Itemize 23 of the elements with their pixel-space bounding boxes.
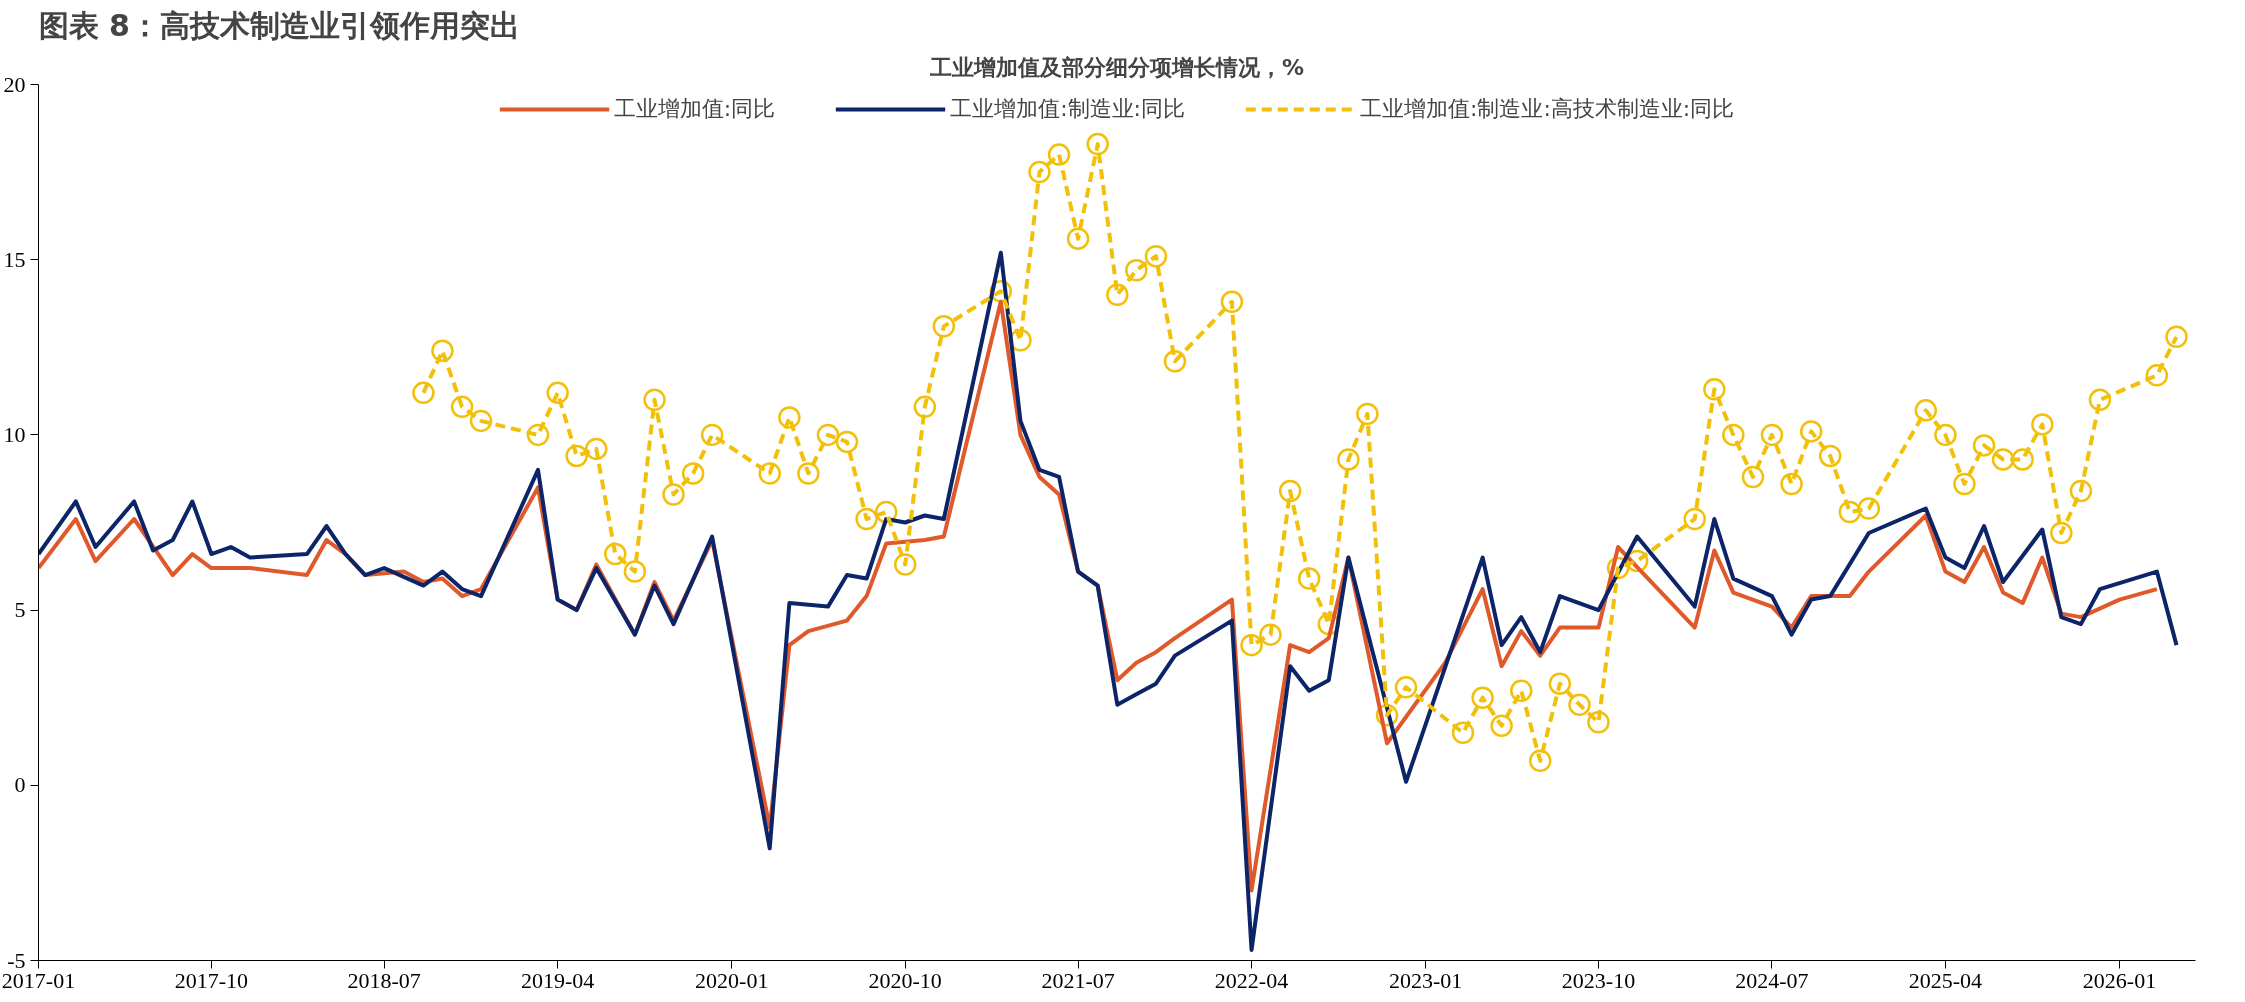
x-tick-label: 2020-10 <box>868 967 942 993</box>
x-tick-label: 2021-07 <box>1041 967 1115 993</box>
x-tick-label: 2020-01 <box>695 967 769 993</box>
x-tick-label: 2023-10 <box>1561 967 1636 993</box>
legend-label: 工业增加值:制造业:同比 <box>950 95 1185 123</box>
legend-label: 工业增加值:同比 <box>613 95 776 123</box>
x-tick-label: 2026-01 <box>2082 967 2157 993</box>
chart-title: 图表 8：高技术制造业引领作用突出 <box>38 7 520 43</box>
x-tick-label: 2025-04 <box>1908 967 1983 993</box>
chart-subtitle: 工业增加值及部分细分项增长情况，% <box>928 54 1305 80</box>
x-tick-label: 2017-10 <box>174 967 248 993</box>
y-tick-label: 5 <box>14 597 26 623</box>
x-tick-label: 2023-01 <box>1388 967 1463 993</box>
x-tick-label: 2019-04 <box>520 967 595 993</box>
y-tick-label: 10 <box>3 421 26 447</box>
y-tick-label: 15 <box>3 246 26 272</box>
x-tick-label: 2024-07 <box>1735 967 1809 993</box>
y-tick-label: 20 <box>3 71 26 97</box>
y-tick-label: 0 <box>14 772 26 798</box>
legend-label: 工业增加值:制造业:高技术制造业:同比 <box>1360 95 1735 123</box>
x-tick-label: 2018-07 <box>347 967 421 993</box>
x-tick-label: 2022-04 <box>1214 967 1289 993</box>
line-series <box>38 250 2179 952</box>
